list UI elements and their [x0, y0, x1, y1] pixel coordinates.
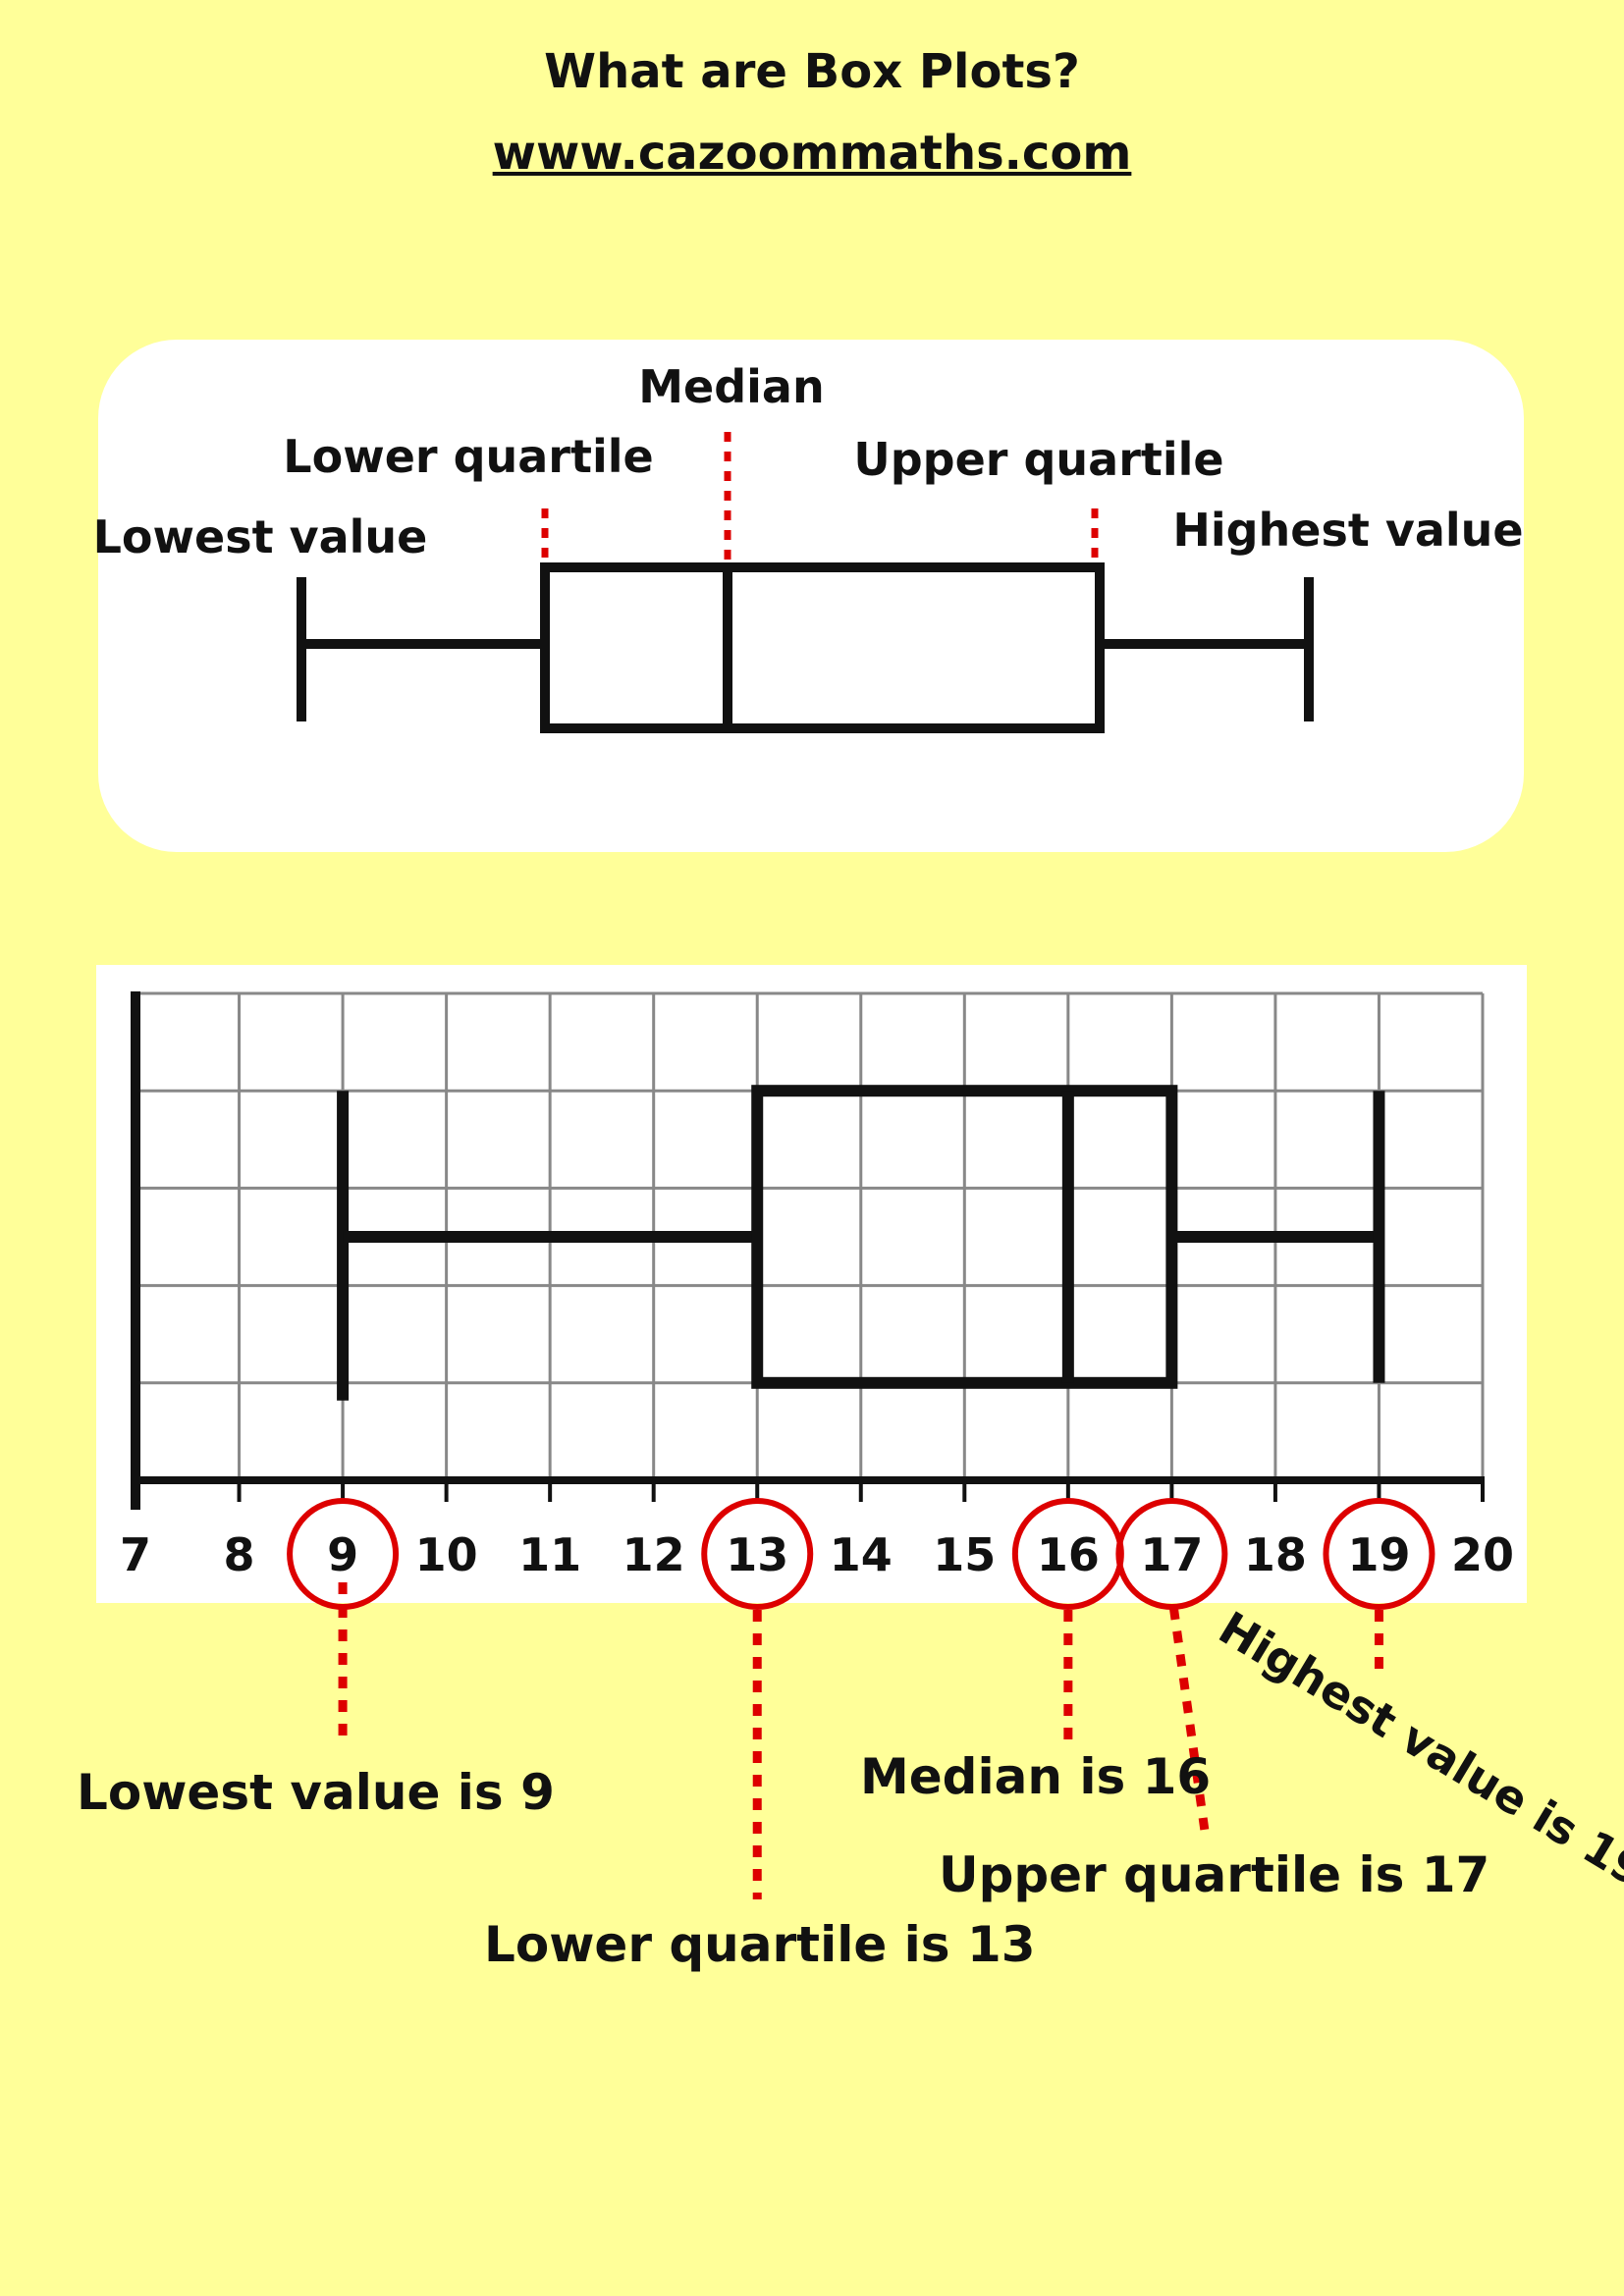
x-tick-label: 15 [933, 1528, 996, 1581]
highlight-circle [1115, 1498, 1228, 1610]
chart-grid [131, 991, 1485, 1510]
annotation-median: Median is 16 [860, 1748, 1211, 1805]
x-tick-label: 11 [518, 1528, 581, 1581]
highlight-circle [701, 1498, 814, 1610]
x-tick-label: 19 [1347, 1528, 1410, 1581]
x-tick-label: 20 [1451, 1528, 1514, 1581]
highlight-circle [1323, 1498, 1435, 1610]
annotation-lowest-value: Lowest value is 9 [77, 1764, 555, 1821]
x-tick-label: 17 [1140, 1528, 1203, 1581]
x-tick-label: 8 [224, 1528, 255, 1581]
x-tick-label: 14 [830, 1528, 893, 1581]
diagram-label-median: Median [638, 360, 824, 413]
x-tick-label: 10 [415, 1528, 478, 1581]
diagram-label-lowest-value: Lowest value [93, 510, 428, 563]
leader-upper-quartile [1168, 1607, 1210, 1835]
diagram-label-upper-quartile: Upper quartile [853, 433, 1223, 486]
chart-box-plot [337, 1085, 1385, 1401]
annotation-upper-quartile: Upper quartile is 17 [939, 1846, 1489, 1903]
diagram-box [540, 562, 1105, 733]
chart-panel [96, 965, 1527, 1603]
diagram-label-lower-quartile: Lower quartile [283, 430, 653, 483]
diagram-label-highest-value: Highest value [1172, 504, 1523, 557]
x-tick-label: 13 [726, 1528, 788, 1581]
website-link[interactable]: www.cazoommaths.com [492, 126, 1132, 181]
x-tick-label: 16 [1037, 1528, 1100, 1581]
generic-box-plot: Median Lower quartile Upper quartile Low… [93, 360, 1524, 733]
diagram-panel [98, 340, 1524, 852]
x-tick-label: 7 [120, 1528, 151, 1581]
page-title: What are Box Plots? [544, 44, 1080, 99]
chart-x-axis-ticks: 7 8 9 10 11 12 13 14 15 16 17 18 19 20 [120, 1528, 1514, 1581]
x-tick-label: 9 [327, 1528, 358, 1581]
annotation-lower-quartile: Lower quartile is 13 [484, 1916, 1036, 1973]
chart-leader-lines [338, 1582, 1383, 1899]
chart-circled-values [287, 1498, 1435, 1610]
x-tick-label: 18 [1244, 1528, 1307, 1581]
x-tick-label: 12 [623, 1528, 685, 1581]
